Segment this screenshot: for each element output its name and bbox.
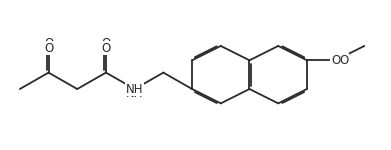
Text: O: O bbox=[44, 42, 53, 54]
Text: O: O bbox=[101, 37, 111, 50]
Text: O: O bbox=[44, 37, 53, 50]
Text: O: O bbox=[101, 42, 111, 54]
Text: O: O bbox=[331, 54, 340, 67]
Text: O: O bbox=[339, 54, 348, 67]
Text: NH: NH bbox=[126, 87, 143, 100]
Text: NH: NH bbox=[126, 82, 143, 96]
